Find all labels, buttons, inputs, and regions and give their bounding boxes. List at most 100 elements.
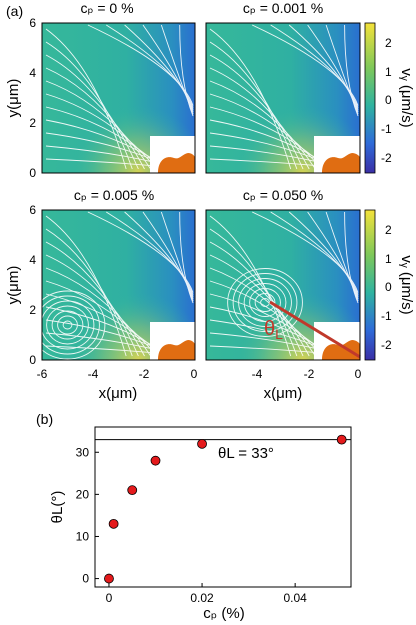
streamline bbox=[45, 228, 133, 357]
ytick-top-0: 0 bbox=[29, 166, 36, 180]
cbar-bot-tick-m1: -1 bbox=[381, 309, 392, 323]
ytick-top-6: 6 bbox=[29, 16, 36, 30]
panel-b: 0 0.02 0.04 0 10 20 30 θL = 33° cₚ (%) θL(°) bbox=[49, 426, 352, 622]
streamline bbox=[106, 24, 194, 108]
panel-1-title: cₚ = 0 % bbox=[80, 0, 133, 16]
vortex-loop bbox=[46, 305, 89, 345]
streamline bbox=[209, 54, 304, 170]
vortex-loop bbox=[35, 295, 100, 355]
panel-1: cₚ = 0 % bbox=[41, 0, 196, 174]
xtick-l-m4: -4 bbox=[88, 367, 99, 381]
streamline bbox=[45, 254, 145, 357]
label-a: (a) bbox=[6, 3, 23, 19]
streamline bbox=[45, 215, 127, 357]
label-b: (b) bbox=[36, 411, 53, 427]
panel-1-obstacle bbox=[158, 153, 195, 173]
ytick-bot-2: 2 bbox=[29, 303, 36, 317]
y-tick-label: 10 bbox=[76, 529, 90, 543]
xtick-r-m4: -4 bbox=[252, 367, 263, 381]
streamline bbox=[209, 228, 298, 357]
theta-line bbox=[269, 300, 361, 359]
cbar-top-tick-0: 0 bbox=[385, 93, 392, 107]
panel-2-frame bbox=[205, 22, 361, 174]
cbar-bot-tick-0: 0 bbox=[385, 280, 392, 294]
cbar-bot-tick-m2: -2 bbox=[381, 338, 392, 352]
panel-4-streamlines bbox=[209, 211, 359, 357]
xtick-l-m2: -2 bbox=[139, 367, 150, 381]
cbar-bottom-label: vᵧ (μm/s) bbox=[398, 255, 415, 314]
streamline bbox=[209, 41, 298, 170]
streamline bbox=[45, 28, 127, 170]
data-point bbox=[104, 573, 114, 584]
streamline bbox=[325, 211, 359, 302]
vortex-loop bbox=[238, 278, 292, 327]
panel-1-frame bbox=[41, 22, 196, 174]
vortex-loop bbox=[51, 310, 84, 340]
streamline bbox=[209, 241, 304, 357]
panel-b-yticks: 0 10 20 30 bbox=[76, 445, 99, 586]
cbar-top-label: vᵧ (μm/s) bbox=[398, 68, 415, 127]
vortex-loop bbox=[249, 288, 281, 317]
xtick-r-0: 0 bbox=[355, 367, 362, 381]
panel-4-obstacle bbox=[322, 340, 360, 360]
streamline bbox=[209, 215, 292, 357]
streamline bbox=[45, 67, 145, 170]
vortex-loop bbox=[243, 283, 287, 322]
vortex-loop bbox=[57, 315, 78, 335]
panel-b-ylabel: θL(°) bbox=[49, 491, 66, 524]
streamline bbox=[87, 211, 194, 293]
colorbar-bottom: 2 1 0 -1 -2 vᵧ (μm/s) bbox=[364, 209, 415, 361]
streamline bbox=[124, 211, 194, 297]
data-point bbox=[108, 518, 119, 529]
vortex-loop bbox=[40, 300, 95, 350]
ylabel-bottom: y(μm) bbox=[5, 266, 22, 305]
streamline bbox=[270, 24, 359, 108]
streamline bbox=[288, 211, 359, 297]
streamline bbox=[142, 24, 194, 112]
vortex-loop bbox=[232, 273, 298, 332]
streamline bbox=[106, 211, 194, 295]
streamline bbox=[288, 24, 359, 110]
streamline bbox=[252, 24, 359, 106]
streamline bbox=[307, 211, 359, 299]
panel-b-xticks: 0 0.02 0.04 bbox=[106, 583, 307, 605]
panel-b-xlabel: cₚ (%) bbox=[203, 605, 244, 622]
y-tick-label: 0 bbox=[82, 572, 89, 586]
y-tick-label: 30 bbox=[76, 445, 90, 459]
ytick-top-4: 4 bbox=[29, 66, 36, 80]
streamline bbox=[124, 24, 194, 110]
streamline bbox=[45, 54, 139, 170]
cbar-bot-tick-1: 1 bbox=[385, 252, 392, 266]
streamline bbox=[160, 211, 194, 302]
data-point bbox=[197, 438, 207, 449]
streamline bbox=[344, 211, 359, 304]
data-point bbox=[150, 455, 161, 466]
panel-3-streamlines bbox=[29, 211, 194, 360]
streamline bbox=[344, 24, 359, 117]
x-tick-label: 0.04 bbox=[283, 591, 307, 605]
streamline bbox=[179, 24, 194, 117]
panel-3: cₚ = 0.005 % bbox=[29, 187, 196, 361]
streamline bbox=[325, 24, 359, 115]
ytick-bot-6: 6 bbox=[29, 203, 36, 217]
reference-line-label: θL = 33° bbox=[218, 445, 274, 462]
panel-a-axes: 6 4 2 0 6 4 2 0 y(μm) y(μm) -6 -4 -2 0 -… bbox=[5, 16, 362, 402]
ytick-bot-0: 0 bbox=[29, 353, 36, 367]
streamline bbox=[160, 24, 194, 115]
panel-3-title: cₚ = 0.005 % bbox=[74, 187, 154, 203]
streamline bbox=[87, 24, 194, 106]
panel-2-obstacle bbox=[322, 153, 360, 173]
panel-b-frame bbox=[94, 426, 352, 588]
ytick-bot-4: 4 bbox=[29, 253, 36, 267]
ylabel-top: y(μm) bbox=[5, 79, 22, 118]
vortex-loop bbox=[260, 298, 270, 307]
panel-3-frame bbox=[41, 209, 196, 361]
panel-2: cₚ = 0.001 % bbox=[205, 0, 361, 174]
cbar-top-tick-2: 2 bbox=[385, 36, 392, 50]
streamline bbox=[142, 211, 194, 299]
data-point bbox=[336, 434, 347, 445]
xlabel-right: x(μm) bbox=[264, 385, 303, 402]
panel-4-title: cₚ = 0.050 % bbox=[243, 187, 323, 203]
panel-4-frame bbox=[205, 209, 361, 361]
